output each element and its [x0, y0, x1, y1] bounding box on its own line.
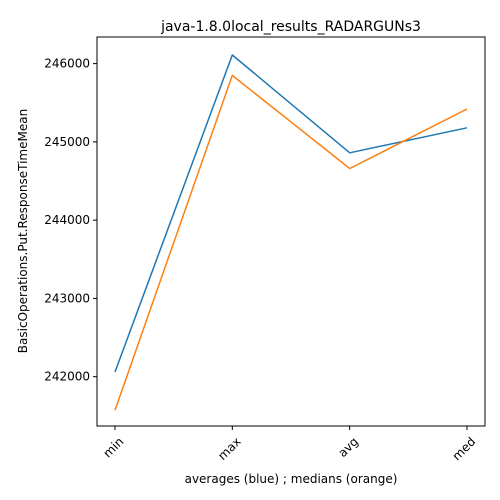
y-tick-label: 243000 [44, 291, 90, 305]
plot-area [114, 54, 468, 411]
series-line-1 [114, 54, 468, 373]
plot-frame [96, 36, 486, 427]
x-axis-label: averages (blue) ; medians (orange) [185, 472, 398, 486]
y-tick-label: 242000 [44, 370, 90, 384]
y-tick-label: 246000 [44, 57, 90, 71]
y-tick-label: 245000 [44, 135, 90, 149]
chart-title: java-1.8.0local_results_RADARGUNs3 [160, 19, 421, 35]
y-axis-label: BasicOperations.Put.ResponseTimeMean [16, 109, 30, 353]
series-line-2 [114, 74, 468, 411]
y-axis: 242000 243000 244000 245000 246000 [44, 57, 97, 384]
y-tick-label: 244000 [44, 213, 90, 227]
